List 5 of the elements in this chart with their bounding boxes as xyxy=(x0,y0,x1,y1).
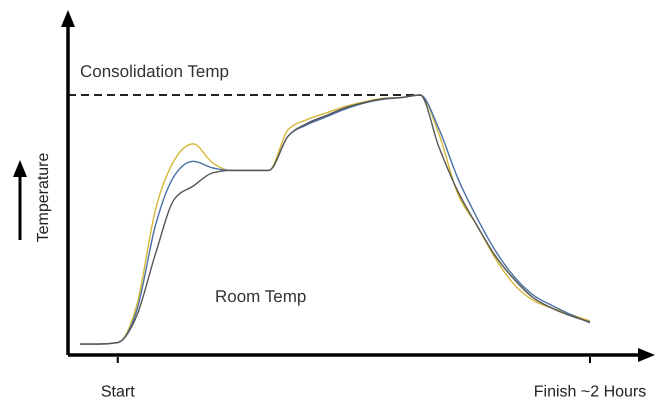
y-axis-title: Temperature xyxy=(35,152,52,242)
x-tick-label: Start xyxy=(100,383,136,400)
annotation: Room Temp xyxy=(215,287,306,306)
x-tick-label: Finish ~2 Hours xyxy=(534,383,646,400)
ref-line-label: Consolidation Temp xyxy=(80,62,229,81)
